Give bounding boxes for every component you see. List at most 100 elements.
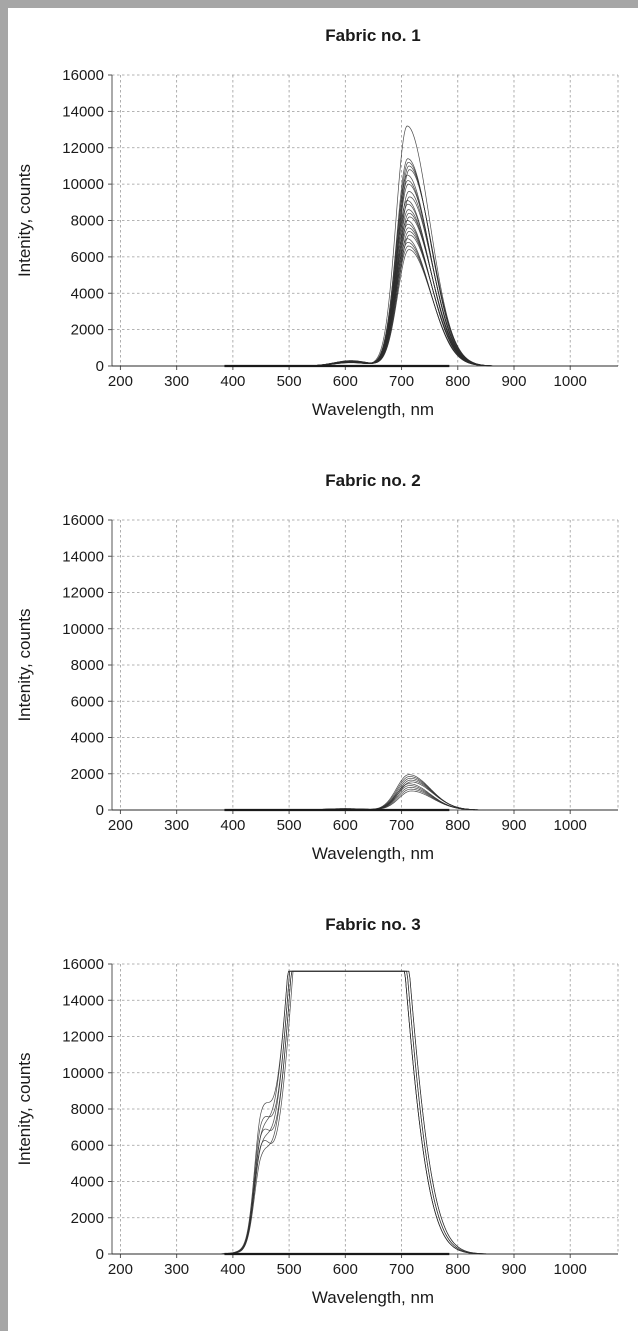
x-tick-label: 600 bbox=[333, 817, 358, 834]
x-tick-label: 1000 bbox=[554, 373, 587, 390]
spectrum-line bbox=[112, 783, 618, 811]
spectra-series bbox=[112, 970, 618, 1255]
spectrum-line bbox=[112, 970, 618, 1255]
spectrum-line bbox=[112, 776, 618, 811]
x-tick-label: 700 bbox=[389, 373, 414, 390]
y-axis-label: Intenity, counts bbox=[15, 608, 34, 721]
spectrum-line bbox=[112, 777, 618, 811]
spectrum-line bbox=[112, 241, 618, 367]
x-tick-label: 600 bbox=[333, 373, 358, 390]
spectrum-line bbox=[112, 209, 618, 367]
spectrum-line bbox=[112, 200, 618, 367]
y-tick-label: 16000 bbox=[62, 956, 104, 973]
x-tick-label: 500 bbox=[277, 373, 302, 390]
y-tick-label: 0 bbox=[96, 802, 104, 819]
y-tick-label: 8000 bbox=[71, 1101, 104, 1118]
spectrum-line bbox=[112, 970, 618, 1255]
spectrum-line bbox=[112, 970, 618, 1255]
x-tick-label: 700 bbox=[389, 1261, 414, 1278]
y-tick-label: 2000 bbox=[71, 1210, 104, 1227]
y-tick-label: 12000 bbox=[62, 140, 104, 157]
spectrum-line bbox=[112, 212, 618, 367]
spectrum-line bbox=[112, 158, 618, 367]
spectrum-line bbox=[112, 785, 618, 811]
x-tick-label: 300 bbox=[164, 1261, 189, 1278]
spectrum-line bbox=[112, 249, 618, 367]
spectra-series bbox=[112, 125, 618, 367]
spectrum-line bbox=[112, 216, 618, 367]
x-tick-label: 1000 bbox=[554, 1261, 587, 1278]
x-tick-label: 1000 bbox=[554, 817, 587, 834]
spectrum-line bbox=[112, 970, 618, 1255]
y-tick-label: 14000 bbox=[62, 992, 104, 1009]
spectrum-line bbox=[112, 231, 618, 367]
x-tick-label: 500 bbox=[277, 817, 302, 834]
x-tick-label: 700 bbox=[389, 817, 414, 834]
y-tick-label: 14000 bbox=[62, 103, 104, 120]
x-tick-label: 500 bbox=[277, 1261, 302, 1278]
x-axis-label: Wavelength, nm bbox=[312, 400, 434, 419]
y-tick-label: 10000 bbox=[62, 621, 104, 638]
x-tick-label: 300 bbox=[164, 817, 189, 834]
chart-title: Fabric no. 3 bbox=[325, 915, 420, 934]
x-tick-label: 200 bbox=[108, 1261, 133, 1278]
spectrum-line bbox=[112, 180, 618, 367]
spectrum-line bbox=[112, 790, 618, 811]
y-tick-label: 6000 bbox=[71, 249, 104, 266]
x-tick-label: 400 bbox=[220, 1261, 245, 1278]
y-tick-label: 2000 bbox=[71, 766, 104, 783]
spectrum-line bbox=[112, 234, 618, 367]
spectrum-line bbox=[112, 196, 618, 367]
x-tick-label: 300 bbox=[164, 373, 189, 390]
spectrum-line bbox=[112, 191, 618, 367]
y-tick-label: 16000 bbox=[62, 512, 104, 529]
spectrum-line bbox=[112, 774, 618, 811]
spectrum-line bbox=[112, 786, 618, 811]
x-tick-label: 400 bbox=[220, 373, 245, 390]
x-tick-label: 900 bbox=[501, 1261, 526, 1278]
x-tick-label: 800 bbox=[445, 817, 470, 834]
x-tick-label: 400 bbox=[220, 817, 245, 834]
spectrum-line bbox=[112, 165, 618, 367]
x-tick-label: 900 bbox=[501, 373, 526, 390]
y-tick-label: 8000 bbox=[71, 213, 104, 230]
y-tick-label: 0 bbox=[96, 358, 104, 375]
x-tick-label: 800 bbox=[445, 1261, 470, 1278]
y-tick-label: 4000 bbox=[71, 1174, 104, 1191]
spectra-series bbox=[112, 774, 618, 811]
chart-panel-1: Fabric no. 1 200 300 400 500 600 700 800 900 1000… bbox=[15, 26, 619, 419]
y-axis-label: Intenity, counts bbox=[15, 164, 34, 277]
y-tick-label: 6000 bbox=[71, 693, 104, 710]
spectrum-line bbox=[112, 970, 618, 1255]
spectrum-line bbox=[112, 245, 618, 367]
y-tick-label: 8000 bbox=[71, 657, 104, 674]
spectrum-line bbox=[112, 781, 618, 811]
x-axis-label: Wavelength, nm bbox=[312, 844, 434, 863]
chart-title: Fabric no. 2 bbox=[325, 471, 420, 490]
y-tick-label: 4000 bbox=[71, 285, 104, 302]
x-tick-label: 900 bbox=[501, 817, 526, 834]
spectrum-line bbox=[112, 788, 618, 811]
y-tick-label: 10000 bbox=[62, 176, 104, 193]
y-tick-label: 16000 bbox=[62, 67, 104, 84]
spectrum-line bbox=[112, 223, 618, 367]
spectrum-line bbox=[112, 174, 618, 367]
spectrum-line bbox=[112, 779, 618, 811]
x-axis-label: Wavelength, nm bbox=[312, 1288, 434, 1307]
y-tick-label: 4000 bbox=[71, 730, 104, 747]
x-tick-label: 600 bbox=[333, 1261, 358, 1278]
spectra-figure: Fabric no. 1 200 300 400 500 600 700 800 900 1000… bbox=[15, 26, 619, 1307]
x-tick-label: 200 bbox=[108, 373, 133, 390]
y-axis-label: Intenity, counts bbox=[15, 1052, 34, 1165]
y-tick-label: 14000 bbox=[62, 548, 104, 565]
spectrum-line bbox=[112, 970, 618, 1255]
spectrum-line bbox=[112, 227, 618, 367]
spectrum-line bbox=[112, 169, 618, 367]
spectrum-line bbox=[112, 203, 618, 367]
x-tick-label: 200 bbox=[108, 817, 133, 834]
spectrum-line bbox=[112, 238, 618, 367]
y-tick-label: 0 bbox=[96, 1246, 104, 1263]
spectrum-line bbox=[112, 161, 618, 367]
chart-title: Fabric no. 1 bbox=[325, 26, 420, 45]
